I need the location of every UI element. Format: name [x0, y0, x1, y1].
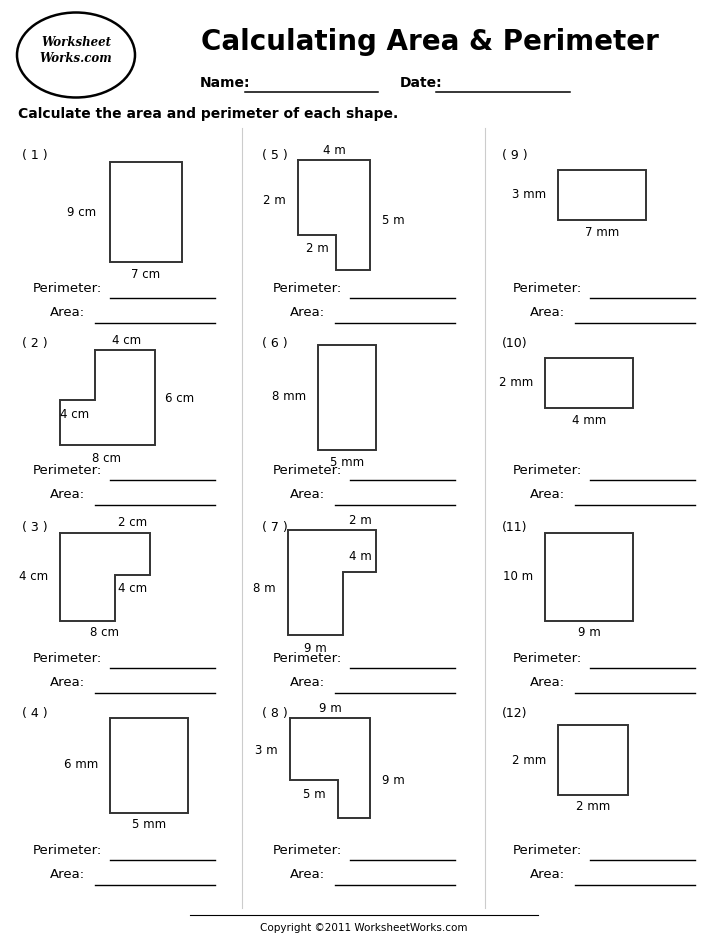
Text: Perimeter:: Perimeter: — [513, 843, 582, 856]
Text: 8 cm: 8 cm — [92, 452, 122, 465]
Text: ( 5 ): ( 5 ) — [262, 150, 288, 162]
Text: ( 7 ): ( 7 ) — [262, 521, 288, 535]
Text: 8 m: 8 m — [253, 582, 276, 594]
Text: 9 m: 9 m — [577, 626, 601, 639]
Text: Area:: Area: — [290, 488, 325, 502]
Text: 4 m: 4 m — [349, 550, 371, 563]
Bar — [110, 718, 188, 813]
Text: Area:: Area: — [290, 306, 325, 320]
Text: 6 mm: 6 mm — [64, 758, 98, 771]
Text: Perimeter:: Perimeter: — [272, 652, 341, 665]
Text: 7 cm: 7 cm — [132, 268, 161, 280]
Text: Perimeter:: Perimeter: — [32, 843, 102, 856]
Text: 8 cm: 8 cm — [90, 626, 119, 639]
Bar — [558, 170, 646, 220]
Text: 4 cm: 4 cm — [119, 583, 148, 595]
Text: (11): (11) — [502, 521, 528, 535]
Text: 8 mm: 8 mm — [272, 390, 306, 404]
Text: ( 2 ): ( 2 ) — [22, 337, 47, 350]
Text: Area:: Area: — [290, 676, 325, 689]
Text: 5 m: 5 m — [382, 213, 405, 226]
Text: 4 cm: 4 cm — [60, 408, 90, 422]
Text: 2 cm: 2 cm — [119, 517, 148, 530]
Bar — [318, 345, 376, 450]
Bar — [558, 725, 628, 795]
Text: (12): (12) — [502, 706, 528, 720]
Text: 4 m: 4 m — [323, 143, 345, 157]
Text: 2 mm: 2 mm — [576, 801, 610, 814]
Text: Works.com: Works.com — [40, 52, 112, 64]
Text: Area:: Area: — [529, 488, 564, 502]
Text: 5 mm: 5 mm — [132, 819, 166, 832]
Text: Perimeter:: Perimeter: — [272, 464, 341, 476]
Text: Perimeter:: Perimeter: — [32, 464, 102, 476]
Text: ( 6 ): ( 6 ) — [262, 337, 288, 350]
Text: 5 mm: 5 mm — [330, 455, 364, 469]
Bar — [545, 533, 633, 621]
Text: 4 cm: 4 cm — [112, 334, 141, 346]
Text: 2 mm: 2 mm — [499, 376, 533, 389]
Bar — [545, 358, 633, 408]
Text: Area:: Area: — [529, 306, 564, 320]
Text: (10): (10) — [502, 337, 528, 350]
Text: 6 cm: 6 cm — [165, 391, 194, 405]
Text: Area:: Area: — [529, 869, 564, 882]
Text: 9 m: 9 m — [319, 702, 341, 715]
Text: ( 4 ): ( 4 ) — [22, 706, 47, 720]
Text: Calculate the area and perimeter of each shape.: Calculate the area and perimeter of each… — [18, 107, 398, 121]
Text: Perimeter:: Perimeter: — [513, 652, 582, 665]
Text: 4 mm: 4 mm — [572, 413, 606, 426]
Text: ( 1 ): ( 1 ) — [22, 150, 47, 162]
Text: Date:: Date: — [400, 76, 443, 90]
Text: 2 m: 2 m — [349, 514, 371, 526]
Text: 9 m: 9 m — [304, 641, 326, 654]
Text: ( 8 ): ( 8 ) — [262, 706, 288, 720]
Text: Area:: Area: — [50, 306, 84, 320]
Text: 3 mm: 3 mm — [512, 189, 546, 202]
Text: 9 m: 9 m — [382, 773, 405, 786]
Text: Area:: Area: — [529, 676, 564, 689]
Text: Area:: Area: — [290, 869, 325, 882]
Text: Perimeter:: Perimeter: — [513, 464, 582, 476]
Text: Perimeter:: Perimeter: — [272, 282, 341, 294]
Text: Perimeter:: Perimeter: — [32, 652, 102, 665]
Text: Worksheet: Worksheet — [41, 36, 111, 48]
Text: Area:: Area: — [50, 676, 84, 689]
Text: ( 9 ): ( 9 ) — [502, 150, 528, 162]
Text: 2 m: 2 m — [264, 193, 286, 207]
Text: Perimeter:: Perimeter: — [513, 282, 582, 294]
Bar — [110, 162, 182, 262]
Text: 4 cm: 4 cm — [19, 571, 48, 584]
Text: Area:: Area: — [50, 488, 84, 502]
Text: Perimeter:: Perimeter: — [272, 843, 341, 856]
Ellipse shape — [17, 12, 135, 97]
Text: 7 mm: 7 mm — [585, 225, 619, 239]
Text: 2 mm: 2 mm — [512, 753, 546, 767]
Text: Calculating Area & Perimeter: Calculating Area & Perimeter — [201, 28, 659, 56]
Text: 5 m: 5 m — [303, 787, 325, 801]
Text: Area:: Area: — [50, 869, 84, 882]
Text: Name:: Name: — [200, 76, 250, 90]
Text: 3 m: 3 m — [256, 745, 278, 757]
Text: Copyright ©2011 WorksheetWorks.com: Copyright ©2011 WorksheetWorks.com — [260, 923, 468, 933]
Text: Perimeter:: Perimeter: — [32, 282, 102, 294]
Text: 10 m: 10 m — [503, 571, 533, 584]
Text: 9 cm: 9 cm — [67, 206, 96, 219]
Text: 2 m: 2 m — [306, 241, 328, 255]
Text: ( 3 ): ( 3 ) — [22, 521, 47, 535]
